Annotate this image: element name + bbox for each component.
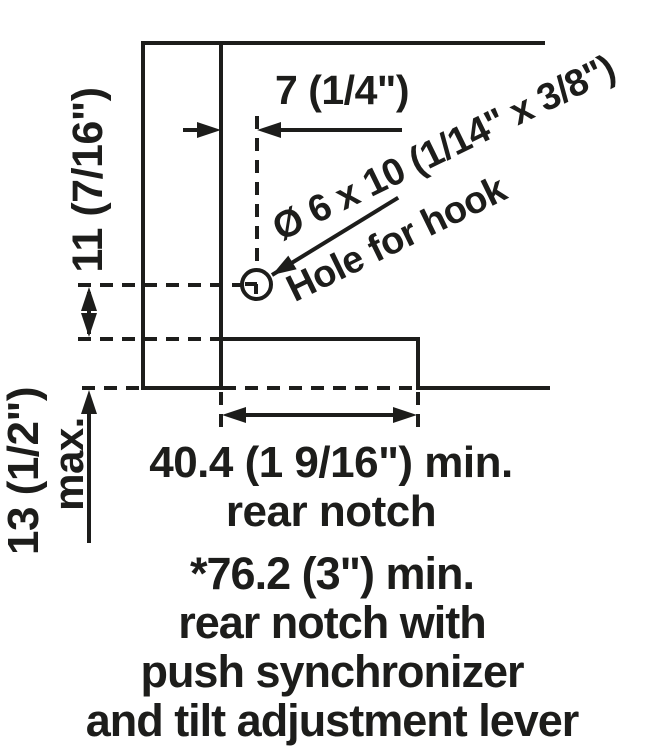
rear-notch-drilling-diagram: 7 (1/4") Ø 6 x 10 (1/14" x 3/8") Hole fo… xyxy=(0,41,622,745)
notch-name-label: rear notch xyxy=(225,487,437,536)
panel-top-edge xyxy=(141,41,545,45)
footnote-line-2: rear notch with xyxy=(178,597,487,648)
dim11-down-arrowhead-icon xyxy=(81,313,97,337)
dim13-up-arrowhead-icon xyxy=(81,390,97,414)
bottom-edge-left-segment xyxy=(141,386,223,390)
bottom-edge-right-segment xyxy=(416,386,550,390)
notch-left-extension-line xyxy=(219,392,223,428)
dim40-right-arrowhead-icon xyxy=(393,407,417,423)
panel-left-edge xyxy=(141,41,145,390)
notch-opening-hidden-line xyxy=(223,386,416,390)
footnote-line-1: *76.2 (3") min. xyxy=(190,548,475,599)
dim7-left-arrowhead-icon xyxy=(197,122,221,138)
dim7-left-tail xyxy=(183,128,207,132)
panel-inner-edge xyxy=(219,41,223,390)
dim40-shaft xyxy=(240,413,399,417)
notch-top-edge xyxy=(219,337,420,341)
footnote-line-3: push synchronizer xyxy=(140,646,524,697)
dim7-right-arrowhead-icon xyxy=(257,122,281,138)
hole-center-tick-horizontal xyxy=(245,282,257,286)
bottom-clearance-qualifier-label: max. xyxy=(45,417,92,511)
dim11-up-arrowhead-icon xyxy=(81,287,97,311)
hole-vertical-centerline xyxy=(255,116,259,286)
dim40-left-arrowhead-icon xyxy=(222,407,246,423)
footnote-block: *76.2 (3") min. rear notch with push syn… xyxy=(32,549,632,745)
notch-right-extension-line xyxy=(416,392,420,428)
notch-top-extension-line xyxy=(78,337,221,341)
dim13-shaft xyxy=(87,406,91,543)
dim7-right-tail xyxy=(277,128,402,132)
hole-height-dimension-label: 11 (7/16") xyxy=(64,87,112,273)
hole-center-extension-line xyxy=(78,283,258,287)
hole-offset-dimension-label: 7 (1/4") xyxy=(275,67,409,113)
bottom-edge-extension-line-left xyxy=(82,386,143,390)
footnote-line-4: and tilt adjustment lever xyxy=(85,695,580,746)
notch-width-dimension-label: 40.4 (1 9/16") min. xyxy=(149,438,513,487)
notch-right-edge xyxy=(416,337,420,390)
hole-center-tick-vertical xyxy=(254,284,258,294)
notch-width-dimension-block: 40.4 (1 9/16") min. rear notch xyxy=(121,438,541,536)
